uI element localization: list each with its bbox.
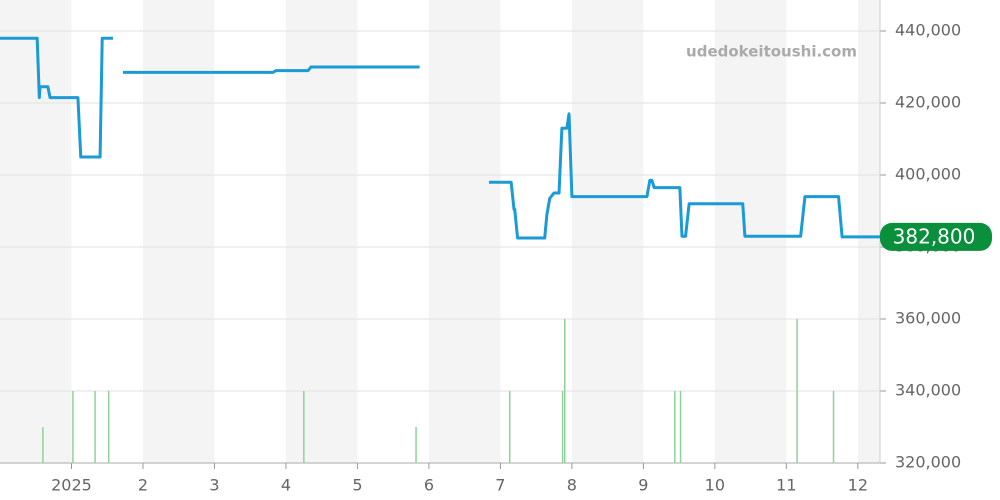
x-tick-label: 4: [281, 476, 291, 495]
x-tick-label: 6: [424, 476, 434, 495]
x-tick-label: 11: [776, 476, 796, 495]
y-tick-label: 340,000: [895, 381, 961, 400]
y-tick-label: 440,000: [895, 21, 961, 40]
month-band: [142, 0, 215, 463]
x-tick-label: 12: [848, 476, 868, 495]
y-tick-label: 400,000: [895, 165, 961, 184]
month-band: [428, 0, 501, 463]
x-tick-label: 9: [638, 476, 648, 495]
current-label: 382,800: [893, 224, 976, 248]
watermark: udedokeitoushi.com: [686, 43, 857, 61]
x-tick-label: 8: [567, 476, 577, 495]
y-tick-label: 420,000: [895, 93, 961, 112]
y-tick-label: 320,000: [895, 453, 961, 472]
price-line: [0, 36, 880, 240]
month-band: [857, 0, 880, 463]
y-tick-label: 360,000: [895, 309, 961, 328]
month-band: [714, 0, 787, 463]
x-tick-label: 10: [705, 476, 725, 495]
current-badge: [880, 222, 992, 251]
x-tick-label: 3: [209, 476, 219, 495]
x-tick-label: 2: [138, 476, 148, 495]
month-band: [285, 0, 358, 463]
x-tick-label: 5: [352, 476, 362, 495]
x-tick-label: 7: [495, 476, 505, 495]
x-tick-label: 2025: [51, 476, 92, 495]
month-band: [571, 0, 644, 463]
month-band: [0, 0, 72, 463]
